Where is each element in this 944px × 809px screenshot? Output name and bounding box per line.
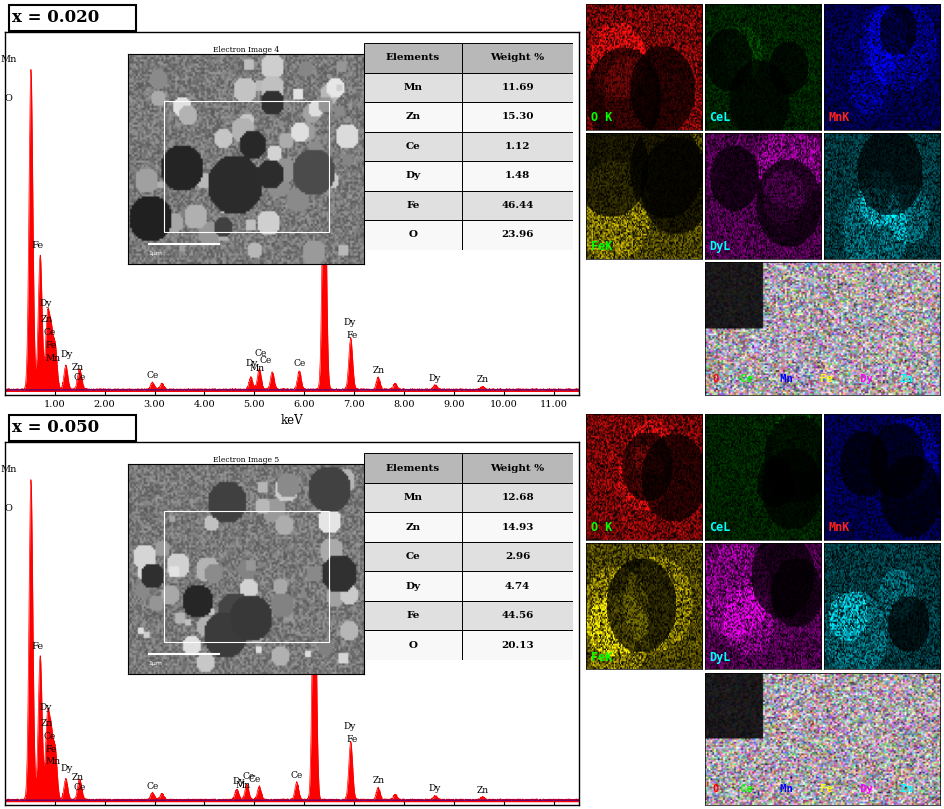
Text: Dy: Dy — [313, 94, 326, 103]
Text: MnK: MnK — [828, 111, 850, 125]
Text: Dy: Dy — [429, 785, 441, 794]
Text: O K: O K — [590, 111, 611, 125]
Text: CeL: CeL — [709, 522, 731, 535]
Text: FeK: FeK — [590, 240, 611, 253]
Text: Dy: Dy — [60, 350, 73, 359]
Text: Fe: Fe — [346, 331, 358, 341]
Text: Ce: Ce — [293, 359, 305, 368]
Text: MnK: MnK — [828, 522, 850, 535]
Text: Fe: Fe — [311, 514, 322, 523]
Text: Dy: Dy — [853, 784, 872, 794]
Text: Dy: Dy — [853, 374, 872, 383]
Text: Ce: Ce — [74, 783, 86, 792]
Text: Mn: Mn — [0, 55, 16, 64]
Text: Zn: Zn — [476, 786, 488, 794]
Text: Mn: Mn — [236, 781, 251, 790]
Text: O: O — [5, 504, 12, 513]
Text: Dy: Dy — [343, 722, 355, 731]
Text: Ce: Ce — [259, 356, 271, 365]
Text: Mn: Mn — [45, 354, 60, 362]
Text: Fe: Fe — [31, 241, 43, 250]
Text: Dy: Dy — [60, 764, 73, 773]
Bar — [9, 415, 136, 441]
Text: Ce: Ce — [74, 373, 86, 382]
Text: Mn: Mn — [0, 465, 16, 475]
Text: Fe: Fe — [346, 735, 358, 744]
Text: Ce: Ce — [43, 732, 56, 741]
Text: Zn: Zn — [893, 374, 912, 383]
Text: Zn: Zn — [373, 776, 385, 785]
Text: Zn: Zn — [41, 719, 53, 728]
Text: Ce: Ce — [733, 374, 752, 383]
Text: Mn: Mn — [45, 757, 60, 766]
X-axis label: keV: keV — [280, 414, 303, 427]
Text: O K: O K — [590, 522, 611, 535]
Text: Mn: Mn — [318, 126, 333, 135]
Text: Dy: Dy — [40, 703, 52, 712]
Text: Ce: Ce — [254, 349, 266, 358]
Text: x = 0.050: x = 0.050 — [11, 419, 98, 436]
Text: O: O — [711, 784, 717, 794]
Text: Dy: Dy — [343, 319, 355, 328]
Text: Mn: Mn — [773, 374, 792, 383]
Text: Ce: Ce — [146, 371, 159, 380]
Text: x = 0.020: x = 0.020 — [11, 9, 99, 26]
Text: Zn: Zn — [72, 363, 84, 372]
Text: Zn: Zn — [476, 375, 488, 384]
Text: Fe: Fe — [45, 341, 57, 349]
Text: O: O — [5, 94, 12, 103]
Text: Ce: Ce — [242, 772, 254, 781]
Text: Fe: Fe — [814, 784, 833, 794]
Text: CeL: CeL — [709, 111, 731, 125]
Text: Zn: Zn — [41, 316, 53, 324]
Text: Fe: Fe — [317, 110, 329, 119]
Text: Fe: Fe — [45, 744, 57, 754]
Text: Ce: Ce — [733, 784, 752, 794]
Text: DyL: DyL — [709, 240, 731, 253]
Text: Mn: Mn — [249, 364, 264, 373]
Text: FeK: FeK — [590, 650, 611, 663]
Text: Ce: Ce — [146, 781, 159, 790]
Text: O: O — [711, 374, 717, 383]
Text: Dy: Dy — [245, 359, 258, 368]
Text: Ce: Ce — [291, 771, 303, 780]
Text: Dy: Dy — [40, 299, 52, 308]
Text: Mn: Mn — [773, 784, 792, 794]
Text: Zn: Zn — [72, 773, 84, 782]
Text: Ce: Ce — [43, 328, 56, 337]
Text: Fe: Fe — [31, 642, 43, 651]
Text: Dy: Dy — [232, 777, 244, 786]
Text: Mn: Mn — [312, 530, 327, 539]
Text: DyL: DyL — [709, 650, 731, 663]
Text: Zn: Zn — [893, 784, 912, 794]
Text: Zn: Zn — [373, 366, 385, 375]
Bar — [9, 5, 136, 31]
Text: Ce: Ce — [248, 775, 261, 784]
Text: Dy: Dy — [429, 374, 441, 383]
Text: Dy: Dy — [307, 498, 319, 506]
Text: Fe: Fe — [814, 374, 833, 383]
